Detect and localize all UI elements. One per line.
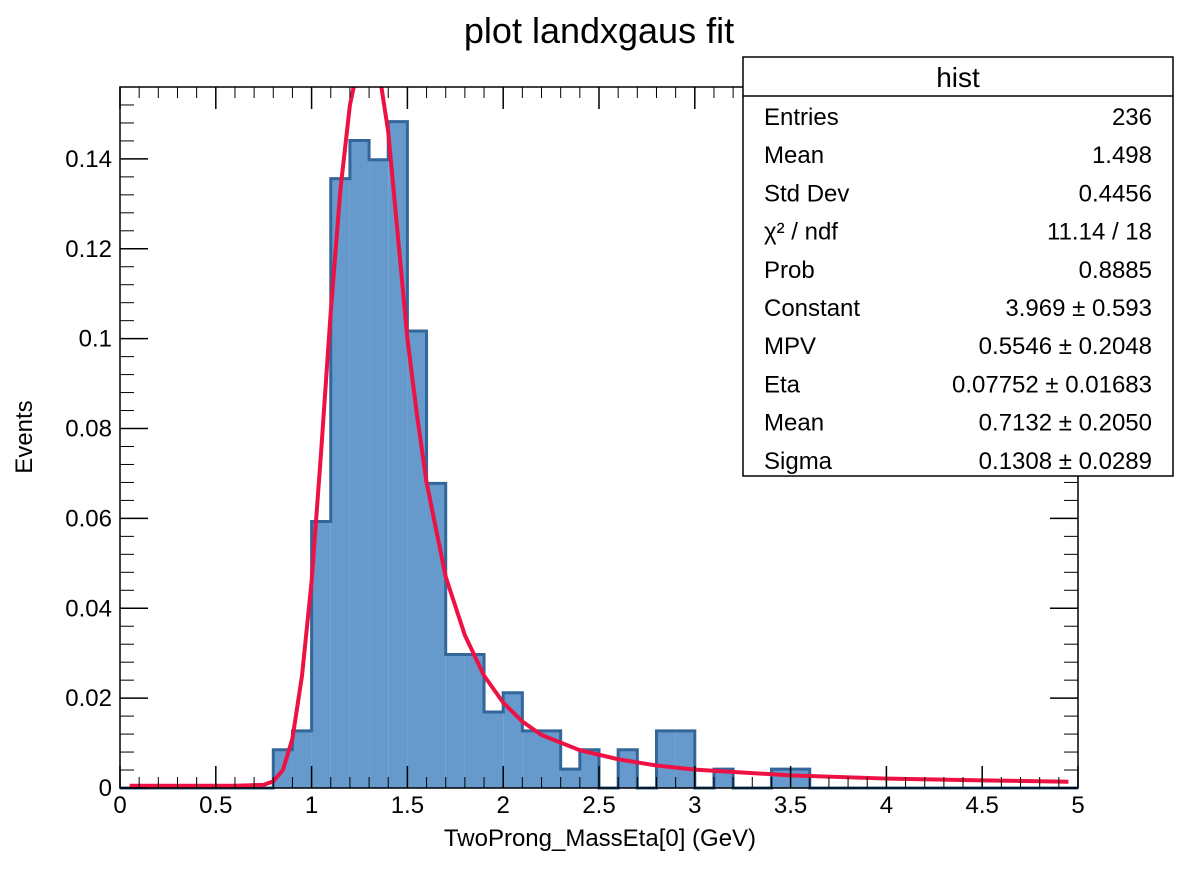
x-tick-label: 5 (1071, 792, 1084, 819)
x-tick-label: 4 (880, 792, 893, 819)
y-axis: 0 0.02 0.04 0.06 0.08 0.1 0.12 0.14 (65, 104, 1078, 802)
stats-label: Constant (764, 295, 860, 322)
histogram-bar (369, 159, 389, 788)
y-tick-label: 0 (99, 775, 112, 802)
y-tick-label: 0.08 (65, 416, 112, 443)
histogram-bar (349, 140, 370, 788)
histogram-bar (292, 730, 312, 788)
stats-value: 11.14 / 18 (1047, 219, 1152, 246)
x-tick-label: 2 (497, 792, 510, 819)
stats-value: 0.5546 ± 0.2048 (979, 333, 1152, 360)
stats-box-title: hist (936, 62, 980, 93)
histogram-bar (522, 730, 542, 788)
stats-value: 0.4456 (1079, 180, 1152, 207)
stats-label: Entries (764, 104, 839, 131)
y-tick-label: 0.1 (79, 326, 112, 353)
histogram-bar (311, 521, 331, 788)
histogram-bar (560, 769, 580, 788)
y-tick-label: 0.14 (65, 146, 112, 173)
x-tick-label: 1.5 (391, 792, 424, 819)
x-tick-label: 3.5 (774, 792, 807, 819)
y-tick-label: 0.04 (65, 595, 112, 622)
y-axis-title: Events (11, 400, 38, 473)
stats-value: 236 (1112, 104, 1152, 131)
stats-label: Sigma (764, 448, 833, 475)
stats-label: Std Dev (764, 180, 849, 207)
histogram-bar (656, 730, 676, 788)
chart-title: plot landxgaus fit (464, 10, 734, 51)
histogram-bar (618, 749, 638, 788)
histogram-bar (330, 178, 350, 788)
stats-label: Eta (764, 371, 801, 398)
stats-label: Mean (764, 142, 824, 169)
histogram-bar (713, 769, 734, 788)
stats-value: 1.498 (1092, 142, 1152, 169)
y-tick-label: 0.06 (65, 505, 112, 532)
stats-value: 0.8885 (1079, 257, 1152, 284)
histogram-bar (579, 749, 599, 788)
histogram-bars (273, 121, 810, 788)
x-axis-title: TwoProng_MassEta[0] (GeV) (444, 825, 756, 852)
stats-value: 0.07752 ± 0.01683 (952, 371, 1152, 398)
stats-label: MPV (764, 333, 816, 360)
y-tick-label: 0.12 (65, 236, 112, 263)
x-tick-label: 3 (688, 792, 701, 819)
histogram-bar (484, 712, 504, 788)
histogram-bar (771, 769, 791, 788)
x-tick-label: 0.5 (199, 792, 232, 819)
histogram-bar (790, 769, 810, 788)
histogram-bar (541, 730, 561, 788)
fit-curve (129, 87, 1069, 788)
histogram-bar (445, 654, 465, 788)
stats-label: Prob (764, 257, 815, 284)
stats-value: 3.969 ± 0.593 (1005, 295, 1152, 322)
histogram-bar (675, 730, 695, 788)
stats-label: χ² / ndf (764, 219, 838, 246)
y-tick-label: 0.02 (65, 685, 112, 712)
stats-label: Mean (764, 410, 824, 437)
stats-value: 0.7132 ± 0.2050 (979, 410, 1152, 437)
stats-box: hist Entries 236 Mean 1.498 Std Dev 0.4456 χ² … (742, 56, 1174, 477)
x-tick-label: 0 (113, 792, 126, 819)
stats-value: 0.1308 ± 0.0289 (979, 448, 1152, 475)
x-tick-label: 1 (305, 792, 318, 819)
x-tick-label: 4.5 (966, 792, 999, 819)
x-tick-label: 2.5 (582, 792, 615, 819)
stats-box-frame (742, 56, 1174, 477)
histogram-bar (464, 654, 485, 788)
